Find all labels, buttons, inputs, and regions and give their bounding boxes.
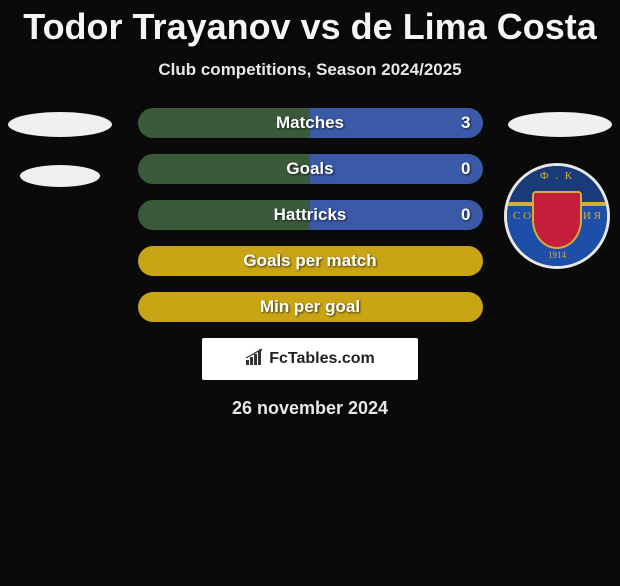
club-badge: Ф . К С О И Я 1914: [504, 163, 610, 269]
badge-right-letters: И Я: [583, 210, 601, 222]
stat-label: Matches: [276, 113, 344, 133]
badge-year: 1914: [548, 250, 566, 260]
player-ellipse-left-1: [8, 112, 112, 137]
stats-area: Ф . К С О И Я 1914 Matches 3 Goals 0: [0, 108, 620, 419]
left-player-marker: [8, 112, 112, 215]
stat-row-hattricks: Hattricks 0: [138, 200, 483, 230]
badge-crest: [532, 191, 582, 249]
footer-date: 26 november 2024: [0, 398, 620, 419]
stat-label: Min per goal: [260, 297, 360, 317]
stat-row-matches: Matches 3: [138, 108, 483, 138]
stat-right-value: 3: [461, 113, 470, 133]
stat-label: Goals per match: [243, 251, 376, 271]
stat-left-half: [138, 154, 311, 184]
stat-row-mpg: Min per goal: [138, 292, 483, 322]
attribution-box: FcTables.com: [202, 338, 418, 380]
page-title: Todor Trayanov vs de Lima Costa: [0, 6, 620, 48]
stat-label: Hattricks: [274, 205, 347, 225]
right-player-marker: [508, 112, 612, 165]
player-ellipse-right: [508, 112, 612, 137]
chart-icon: [245, 348, 267, 371]
stat-label: Goals: [286, 159, 333, 179]
badge-left-letters: С О: [513, 210, 531, 222]
stat-row-goals: Goals 0: [138, 154, 483, 184]
stat-bars: Matches 3 Goals 0 Hattricks 0 Goals per …: [138, 108, 483, 322]
stat-row-gpm: Goals per match: [138, 246, 483, 276]
club-badge-inner: Ф . К С О И Я 1914: [507, 166, 607, 266]
player-ellipse-left-2: [20, 165, 100, 187]
stat-right-value: 0: [461, 159, 470, 179]
badge-top-text: Ф . К: [507, 170, 607, 182]
page-subtitle: Club competitions, Season 2024/2025: [0, 60, 620, 80]
stat-right-value: 0: [461, 205, 470, 225]
stat-right-half: [310, 154, 483, 184]
attribution-text: FcTables.com: [269, 350, 375, 368]
attribution-logo: FcTables.com: [245, 348, 375, 371]
